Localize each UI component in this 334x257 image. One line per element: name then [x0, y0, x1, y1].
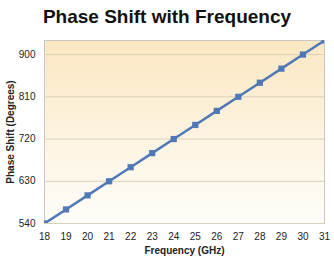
svg-text:28: 28 — [254, 231, 266, 242]
svg-text:21: 21 — [104, 231, 116, 242]
svg-text:30: 30 — [297, 231, 309, 242]
svg-text:25: 25 — [190, 231, 202, 242]
svg-text:720: 720 — [19, 133, 36, 144]
svg-text:24: 24 — [168, 231, 180, 242]
svg-text:27: 27 — [233, 231, 245, 242]
svg-text:18: 18 — [39, 231, 51, 242]
svg-text:900: 900 — [19, 49, 36, 60]
svg-text:23: 23 — [147, 231, 159, 242]
svg-text:22: 22 — [125, 231, 137, 242]
svg-text:Phase Shift (Degrees): Phase Shift (Degrees) — [5, 80, 16, 183]
svg-text:810: 810 — [19, 91, 36, 102]
svg-text:540: 540 — [19, 218, 36, 229]
svg-text:19: 19 — [60, 231, 72, 242]
svg-text:20: 20 — [82, 231, 94, 242]
svg-text:26: 26 — [211, 231, 223, 242]
svg-text:31: 31 — [319, 231, 331, 242]
html-text:Phase Shift with Frequency: Phase Shift with Frequency — [42, 6, 291, 27]
svg-text:29: 29 — [276, 231, 288, 242]
svg-text:630: 630 — [19, 175, 36, 186]
svg-text:Frequency (GHz): Frequency (GHz) — [144, 245, 224, 256]
